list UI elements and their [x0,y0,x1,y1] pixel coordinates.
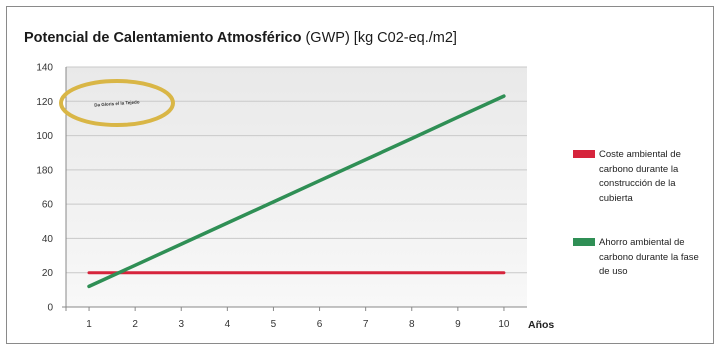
y-tick-label: 180 [36,165,53,176]
x-tick-labels: 1 2 3 4 5 6 7 8 9 10 [86,319,510,330]
x-tick-label: 1 [86,319,92,330]
x-tick-label: 7 [363,319,369,330]
x-tick-label: 3 [178,319,184,330]
stamp-logo: Da Gloris el la Tejedo [59,79,175,127]
stamp-label: Da Gloris el la Tejedo [94,99,140,107]
axes [62,67,527,311]
chart-title-units: (GWP) [kg C02-eq./m2] [301,30,457,46]
series-line-green [87,94,506,289]
x-tick-label: 5 [271,319,277,330]
y-tick-label: 20 [42,268,54,279]
legend-label-green: Ahorro ambiental de carbono durante la f… [599,237,699,277]
x-tick-label: 2 [132,319,138,330]
x-tick-label: 8 [409,319,415,330]
plot-area [66,67,527,307]
y-tick-label: 140 [36,63,53,74]
legend-swatch-red [573,150,595,158]
series-lines [87,94,506,289]
chart-title: Potencial de Calentamiento Atmosférico (… [24,30,457,46]
legend-label-red: Coste ambiental de carbono durante la co… [599,149,681,204]
legend-swatch-green [573,238,595,246]
y-tick-label: 100 [36,131,53,142]
y-tick-label: 40 [42,234,54,245]
y-tick-label: 120 [36,97,53,108]
y-tick-label: 60 [42,200,54,211]
x-tick-label: 9 [455,319,461,330]
y-tick-labels: 0 20 40 60 180 100 120 140 [36,63,53,314]
x-unit-label: Años [528,319,554,331]
x-tick-label: 4 [225,319,231,330]
x-tick-label: 10 [498,319,510,330]
y-tick-label: 0 [47,303,53,314]
stamp-ring [59,79,175,127]
x-tick-label: 6 [317,319,323,330]
chart-title-main: Potencial de Calentamiento Atmosférico [24,30,302,46]
